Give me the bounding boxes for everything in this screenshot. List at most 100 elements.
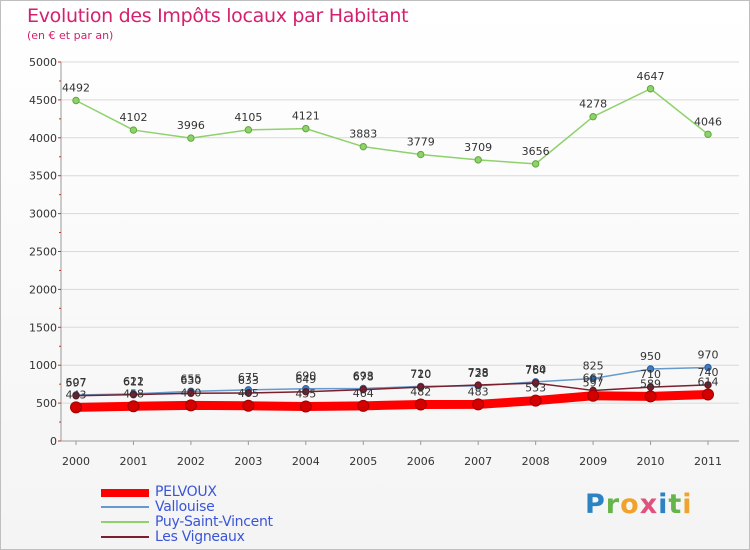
data-label: 710 (410, 368, 431, 381)
data-point (587, 389, 600, 402)
data-label: 455 (295, 388, 316, 401)
data-point (531, 160, 540, 168)
data-label: 465 (238, 387, 259, 400)
data-label: 614 (698, 375, 719, 388)
legend-label: Les Vigneaux (155, 529, 245, 545)
data-point (704, 363, 712, 372)
data-label: 4278 (579, 98, 607, 111)
data-point (474, 381, 482, 389)
data-point (127, 400, 140, 413)
data-point (589, 374, 597, 383)
data-label: 678 (353, 371, 374, 384)
data-point (472, 398, 485, 411)
legend-label: PELVOUX (155, 484, 217, 500)
data-label: 3709 (464, 141, 492, 154)
y-tick-label: 1500 (29, 321, 57, 334)
data-point (646, 85, 655, 93)
data-label: 597 (66, 377, 87, 390)
data-point (704, 130, 712, 139)
data-point (129, 390, 138, 399)
data-point (359, 142, 367, 151)
data-label: 443 (66, 388, 87, 401)
data-label: 3656 (522, 145, 550, 158)
data-point (704, 381, 712, 389)
data-label: 622 (123, 375, 144, 388)
data-point (414, 398, 427, 411)
x-tick-label: 2002 (177, 455, 205, 468)
data-point (359, 385, 367, 394)
data-label: 655 (180, 372, 201, 385)
series-line (75, 88, 709, 165)
data-label: 690 (295, 370, 316, 383)
proxiti-logo: Proxiti (585, 489, 693, 520)
x-tick-label: 2003 (234, 455, 262, 468)
data-point (244, 389, 253, 397)
legend-label: Puy-Saint-Vincent (155, 514, 273, 530)
data-label: 675 (238, 371, 259, 384)
data-label: 3883 (349, 128, 377, 141)
data-point (589, 113, 597, 121)
data-label: 482 (410, 385, 431, 398)
data-label: 607 (66, 376, 87, 389)
data-point (417, 383, 425, 391)
data-label: 825 (583, 359, 604, 372)
data-point (417, 150, 425, 159)
data-label: 464 (353, 387, 374, 400)
y-tick-label: 4500 (29, 94, 57, 107)
data-label: 710 (640, 368, 661, 381)
data-point (70, 401, 82, 414)
data-label: 4647 (637, 70, 665, 83)
y-tick-label: 4000 (29, 132, 57, 145)
data-point (187, 389, 195, 397)
x-tick-label: 2006 (407, 455, 435, 468)
series-line (75, 366, 709, 396)
line-chart: 0 500 1000 1500 2000 2500 3000 3500 4000 4500 5000… (29, 56, 739, 468)
data-label: 597 (583, 377, 604, 390)
data-point (474, 156, 482, 164)
y-tick-label: 0 (50, 435, 57, 448)
data-point (302, 124, 310, 133)
data-point (299, 400, 312, 413)
legend-swatch (101, 489, 149, 497)
data-label: 458 (123, 387, 144, 400)
data-point (184, 399, 197, 412)
data-label: 728 (468, 367, 489, 380)
data-label: 4102 (119, 111, 147, 124)
x-tick-label: 2004 (292, 455, 320, 468)
x-tick-label: 2008 (522, 455, 550, 468)
y-tick-label: 3500 (29, 170, 57, 183)
data-label: 4046 (694, 115, 722, 128)
legend-swatch (101, 506, 149, 508)
series-line (71, 389, 713, 412)
data-point (644, 390, 657, 403)
series-line (75, 382, 709, 397)
data-label: 3779 (407, 136, 435, 149)
data-label: 720 (410, 367, 431, 380)
data-label: 764 (525, 364, 546, 377)
chart-subtitle: (en € et par an) (27, 29, 114, 42)
x-tick-label: 2000 (62, 455, 90, 468)
data-label: 589 (640, 377, 661, 390)
data-label: 470 (180, 386, 201, 399)
data-label: 693 (353, 369, 374, 382)
legend-label: Vallouise (155, 499, 215, 515)
legend-swatch (101, 521, 149, 523)
x-tick-label: 2005 (349, 455, 377, 468)
data-point (242, 399, 255, 412)
data-label: 740 (698, 366, 719, 379)
chart-title: Evolution des Impôts locaux par Habitant (27, 5, 409, 27)
x-tick-label: 2009 (579, 455, 607, 468)
data-label: 611 (123, 376, 144, 389)
data-point (302, 388, 310, 396)
data-point (646, 365, 655, 373)
legend-swatch (101, 536, 149, 538)
data-point (531, 379, 540, 387)
data-label: 3996 (177, 119, 205, 132)
data-label: 4492 (62, 82, 90, 95)
data-point (72, 392, 80, 400)
data-label: 950 (640, 350, 661, 363)
data-label: 533 (525, 382, 546, 395)
data-point (702, 388, 714, 401)
y-tick-label: 2500 (29, 246, 57, 259)
